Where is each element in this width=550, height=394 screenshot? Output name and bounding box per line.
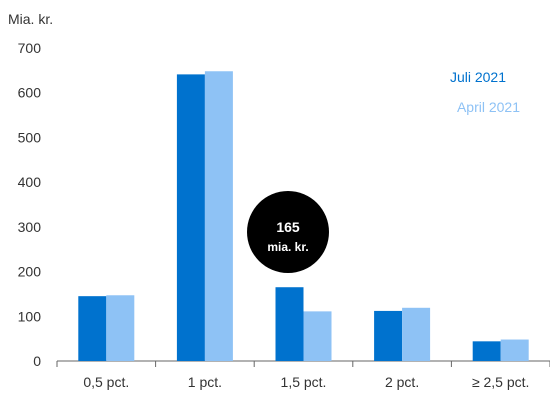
y-tick-label: 300 [18,219,42,235]
y-unit-label: Mia. kr. [8,11,53,27]
y-tick-label: 200 [18,264,42,280]
annotation-unit: mia. kr. [267,240,308,254]
legend-item-juli-2021: Juli 2021 [450,69,506,85]
bar-april-2021 [106,295,135,361]
bars [78,71,529,361]
annotation-bubble: 165 mia. kr. [247,191,329,273]
bar-april-2021 [402,307,431,361]
x-tick-label: ≥ 2,5 pct. [472,374,530,390]
bar-juli-2021 [472,341,501,361]
legend-item-april-2021: April 2021 [457,99,520,115]
bar-juli-2021 [374,310,403,361]
y-tick-label: 500 [18,129,42,145]
bar-april-2021 [500,339,529,361]
bar-april-2021 [303,311,332,361]
y-tick-label: 0 [33,353,41,369]
x-tick-label: 2 pct. [385,374,419,390]
bar-juli-2021 [176,74,205,361]
x-axis: 0,5 pct. 1 pct. 1,5 pct. 2 pct. ≥ 2,5 pct. [56,360,550,390]
y-tick-label: 700 [18,40,42,56]
annotation-value: 165 [276,219,300,235]
bar-juli-2021 [275,287,304,361]
x-tick-label: 0,5 pct. [83,374,129,390]
x-tick-label: 1,5 pct. [281,374,327,390]
y-tick-label: 400 [18,174,42,190]
bar-april-2021 [204,71,233,361]
legend: Juli 2021 April 2021 [450,69,520,115]
y-tick-label: 100 [18,308,42,324]
x-tick-label: 1 pct. [188,374,222,390]
y-axis: 0 100 200 300 400 500 600 700 [18,40,42,369]
bar-juli-2021 [78,296,107,361]
y-tick-label: 600 [18,85,42,101]
annotation-circle [247,191,329,273]
